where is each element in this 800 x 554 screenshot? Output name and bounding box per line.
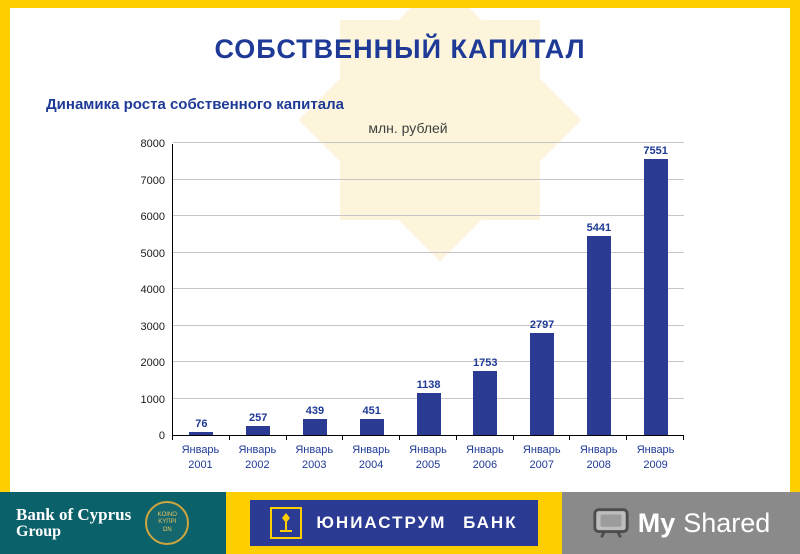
boc-wordmark-line1: Bank of Cyprus [16, 504, 132, 524]
bar [586, 236, 611, 435]
bar [359, 418, 384, 435]
x-axis-tick [400, 436, 457, 440]
y-axis-tick-label: 5000 [140, 247, 165, 260]
background-ornament-watermark [298, 0, 582, 262]
bar-column: 257 [230, 144, 287, 435]
x-axis-tick [172, 436, 230, 440]
footer-middle: ЮНИАСТРУМ БАНК [226, 492, 562, 554]
gridline [173, 324, 684, 326]
bar-value-label: 451 [362, 404, 381, 417]
y-axis-tick-label: 4000 [140, 284, 165, 296]
bar [530, 332, 555, 435]
bar-column: 451 [343, 144, 400, 435]
top-border-stripe [0, 0, 800, 8]
bars-container: 76 257 439 451 1138 1753 2797 5441 7551 [173, 144, 684, 435]
left-border-stripe [0, 8, 10, 492]
x-axis-label: Январь 2002 [238, 444, 277, 471]
boc-emblem-text-2: KYΠPI [158, 519, 177, 526]
x-axis-tick [343, 436, 401, 440]
bar-column: 76 [173, 144, 230, 435]
x-axis-label: Январь 2005 [409, 444, 447, 471]
y-axis-tick-label: 7000 [140, 174, 165, 187]
bar-column: 439 [287, 144, 344, 435]
uniastrum-emblem-icon [270, 507, 303, 539]
x-axis-label: Январь 2007 [522, 444, 561, 471]
myshared-shared: Shared [683, 507, 771, 538]
y-axis-tick-label: 1000 [140, 393, 165, 406]
bar [643, 159, 668, 435]
x-axis-tick [230, 436, 287, 440]
boc-wordmark-line2: Group [16, 522, 62, 540]
x-axis-label: Январь 2001 [181, 444, 220, 471]
y-axis-tick-label: 2000 [140, 357, 165, 369]
chart-title: Динамика роста собственного капитала [46, 96, 344, 113]
bar [246, 425, 271, 435]
x-axis-label: Январь 2008 [579, 444, 618, 471]
gridline [173, 215, 684, 216]
bar-value-label: 257 [248, 411, 268, 424]
uniastrum-bank-logo: ЮНИАСТРУМ БАНК [250, 500, 538, 546]
boc-wordmark: Bank of Cyprus Group [16, 504, 132, 541]
x-axis-tick [514, 436, 571, 440]
uniastrum-bank-label: ЮНИАСТРУМ БАНК [316, 513, 518, 532]
bar-column: 2797 [514, 144, 571, 435]
x-axis-label: Январь 2003 [295, 444, 334, 471]
bar-value-label: 76 [195, 418, 208, 431]
x-axis-ticks [172, 436, 685, 440]
x-axis-label: Январь 2009 [636, 444, 675, 471]
bar [473, 371, 498, 435]
y-axis-tick-label: 3000 [140, 320, 165, 333]
x-axis-tick [457, 436, 514, 440]
bar-value-label: 5441 [586, 222, 612, 235]
boc-emblem-text-3: ΩN [162, 526, 172, 533]
bar-column: 1753 [457, 144, 514, 435]
x-axis-tick [570, 436, 628, 440]
myshared-watermark: My Shared [562, 492, 800, 554]
tv-icon [592, 506, 630, 540]
bar-chart: 0 1000 2000 3000 4000 5000 6000 7000 8000 76 257 4… [130, 138, 685, 473]
gridline [173, 142, 684, 143]
y-axis-tick-label: 0 [158, 430, 165, 442]
bar-value-label: 2797 [529, 318, 555, 331]
x-axis-label: Январь 2006 [466, 444, 504, 471]
myshared-my: My [637, 507, 676, 538]
x-axis-labels: Январь 2001 Январь 2002 Январь 2003 Январь 2004… [172, 443, 684, 473]
y-axis: 0 1000 2000 3000 4000 5000 6000 7000 8000 [130, 138, 172, 442]
bar-column: 7551 [627, 144, 684, 435]
x-axis-tick [627, 436, 685, 440]
bar-column: 5441 [570, 144, 627, 435]
bar-value-label: 1138 [416, 379, 441, 392]
boc-emblem-icon: KOINO KYΠPI ΩN [145, 501, 190, 545]
units-label: млн. рублей [368, 120, 448, 136]
x-axis-tick [287, 436, 344, 440]
bar [189, 432, 214, 435]
bar-value-label: 439 [305, 404, 325, 417]
plot-area: 76 257 439 451 1138 1753 2797 5441 7551 [172, 142, 684, 436]
gridline [173, 251, 684, 253]
gridline [173, 178, 684, 180]
gridline [173, 361, 684, 362]
page-title: СОБСТВЕННЫЙ КАПИТАЛ [214, 34, 586, 64]
gridline [173, 288, 684, 289]
bar-value-label: 1753 [473, 357, 498, 370]
bar [416, 393, 441, 435]
footer: Bank of Cyprus Group KOINO KYΠPI ΩN ЮНИА… [0, 492, 800, 554]
bar-value-label: 7551 [643, 145, 668, 158]
bank-of-cyprus-logo: Bank of Cyprus Group KOINO KYΠPI ΩN [0, 492, 226, 554]
x-axis-label: Январь 2004 [352, 444, 390, 471]
bar [302, 418, 327, 435]
right-border-stripe [790, 8, 800, 492]
y-axis-tick-label: 6000 [140, 211, 165, 223]
y-axis-tick-label: 8000 [140, 138, 165, 150]
bar-column: 1138 [400, 144, 457, 435]
boc-emblem-text-1: KOINO [157, 512, 177, 519]
